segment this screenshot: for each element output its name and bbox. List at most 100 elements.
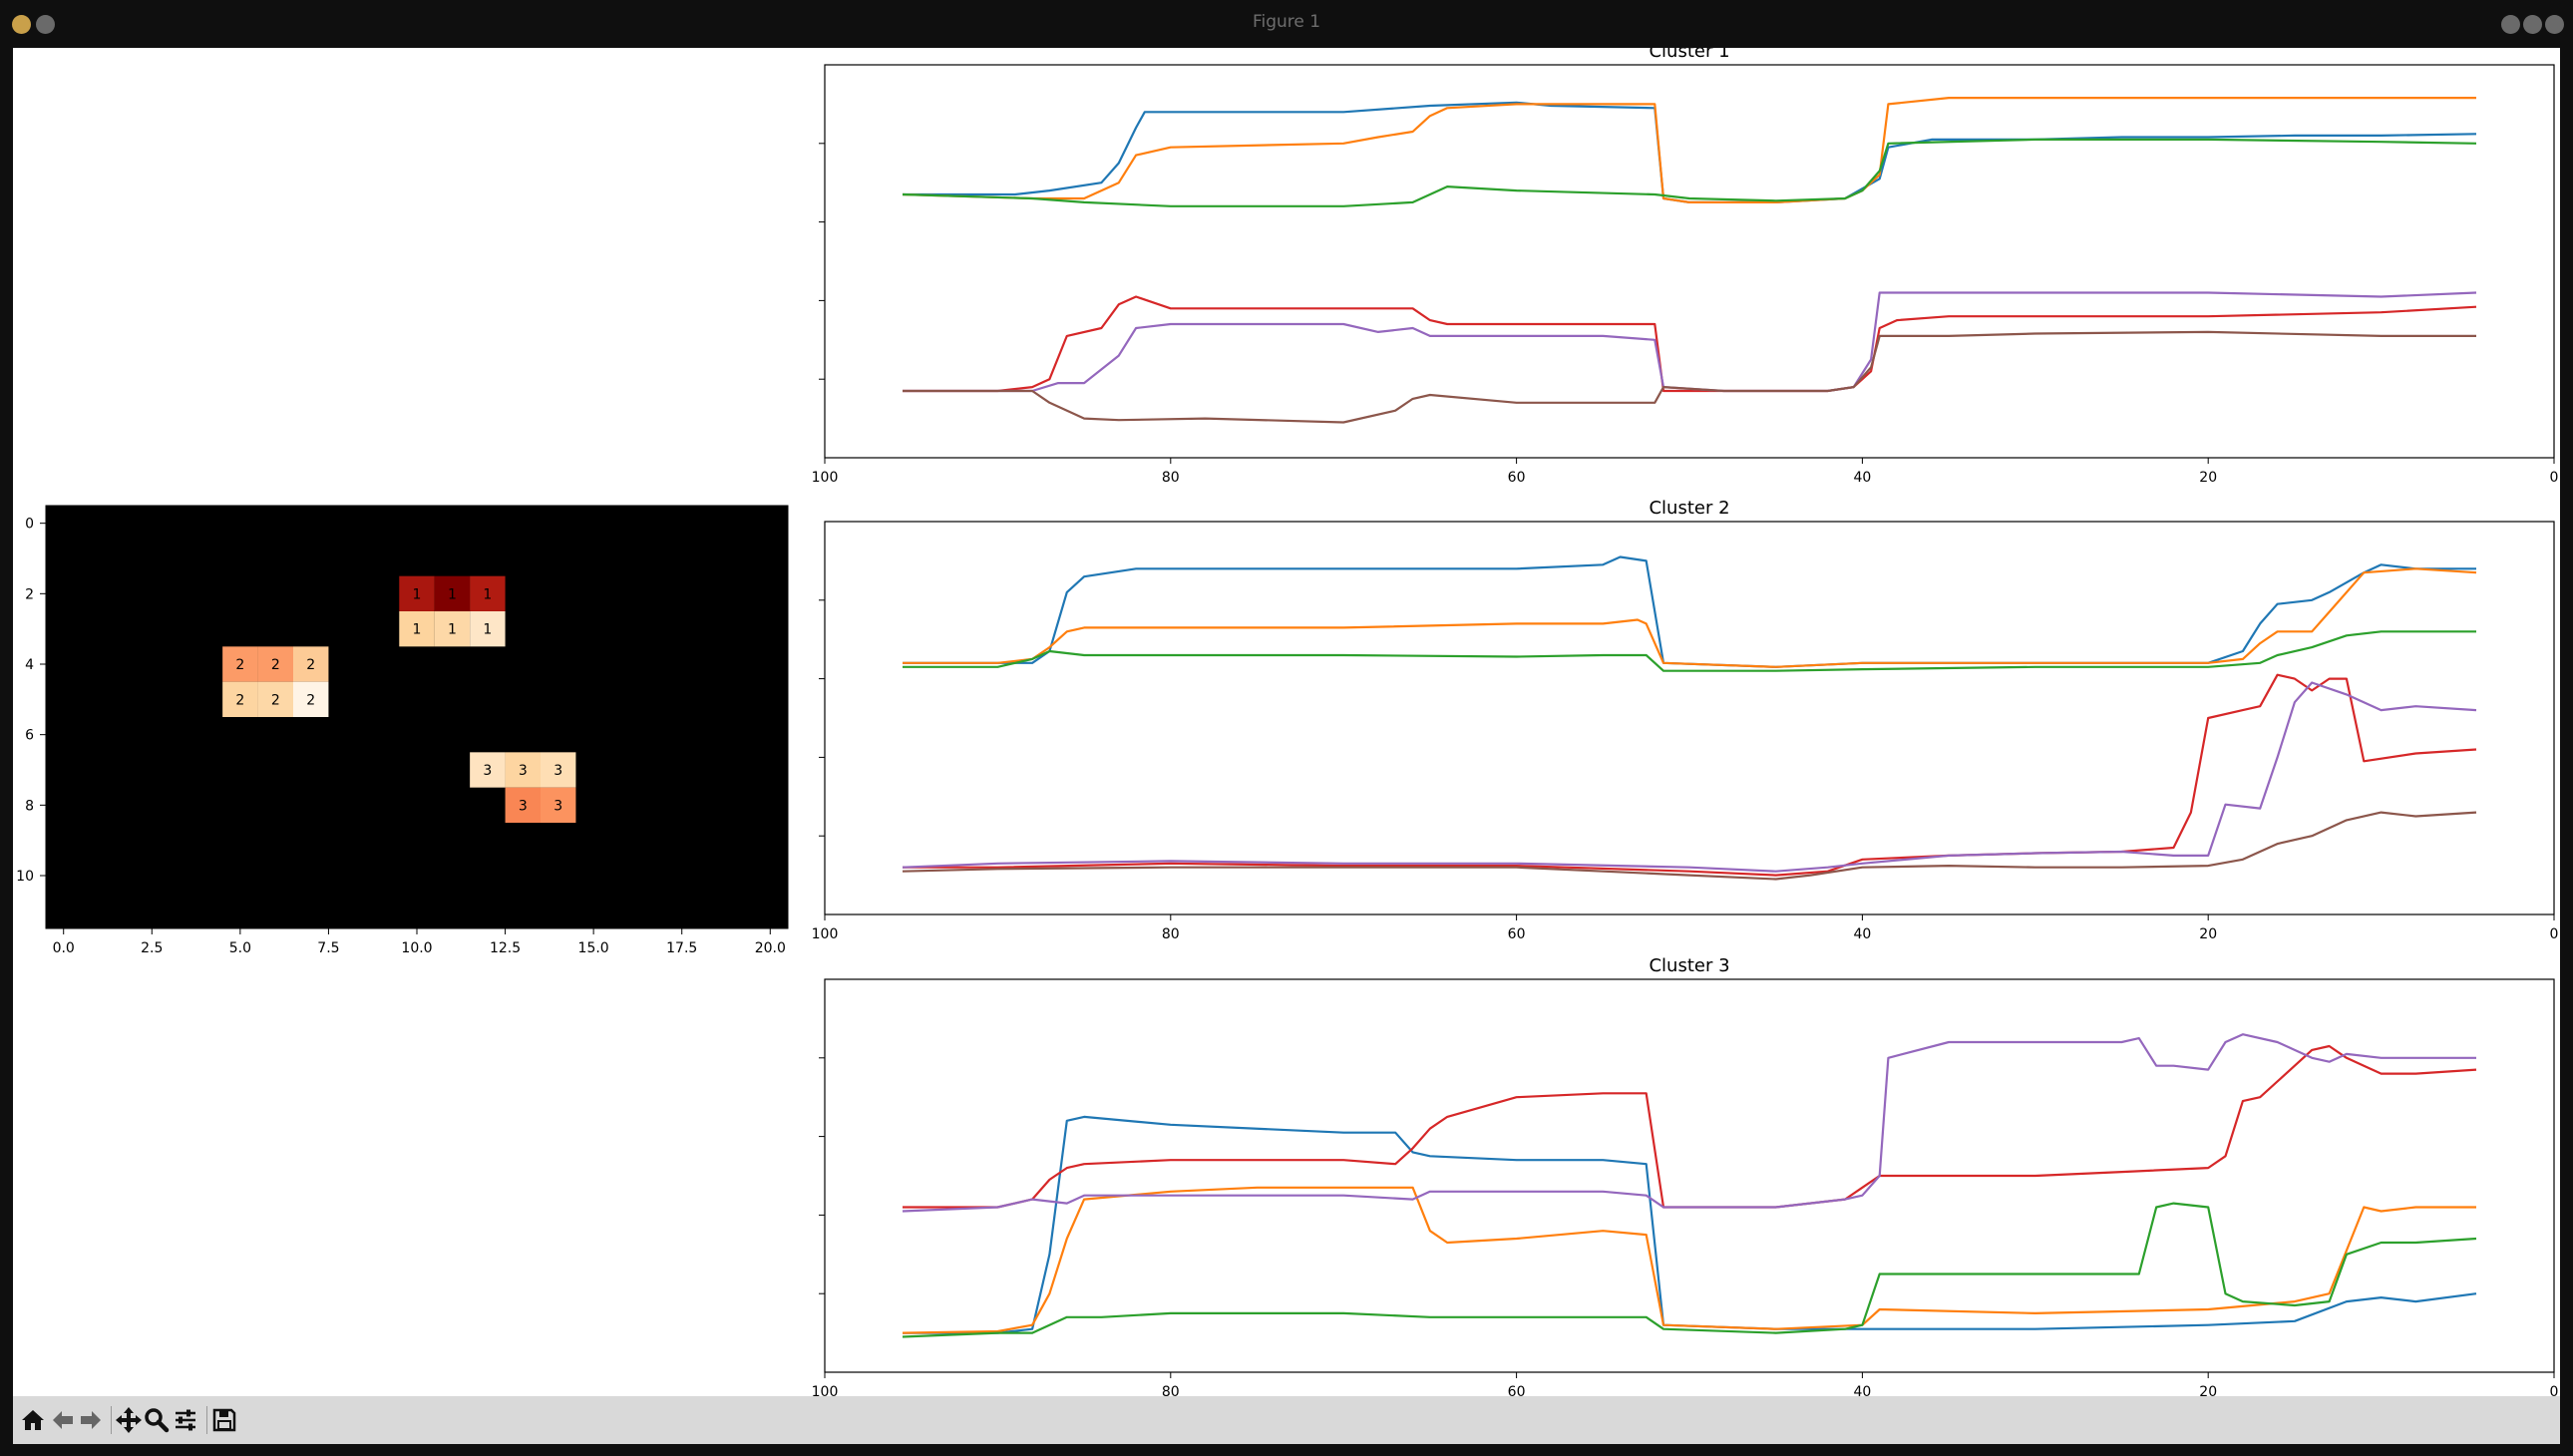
heatmap-xtick-label: 5.0 [229, 940, 251, 956]
arrow-right-icon [81, 1411, 101, 1429]
xtick-label: 40 [1853, 470, 1871, 486]
plot-background [825, 979, 2554, 1372]
forward-button[interactable] [75, 1404, 107, 1436]
series-line-5 [902, 681, 2477, 873]
heatmap-cell-label: 3 [519, 763, 528, 779]
heatmap-ytick-label: 8 [25, 798, 34, 814]
plot-frame [824, 521, 2555, 915]
xtick-label: 60 [1508, 1384, 1526, 1396]
heatmap-cell-label: 1 [483, 622, 492, 638]
series-line-3 [902, 1202, 2477, 1338]
heatmap-cell [434, 575, 471, 611]
cluster-1-axes: Cluster 1 100 80 60 40 20 0 [812, 48, 2559, 486]
heatmap-xtick-label: 2.5 [141, 940, 163, 956]
heatmap-cell-label: 1 [448, 622, 457, 638]
heatmap-cell [541, 752, 576, 788]
heatmap-ytick-label: 10 [16, 869, 34, 885]
heatmap-cell [541, 787, 576, 823]
xtick-label: 80 [1162, 926, 1180, 942]
xtick-label: 20 [2199, 470, 2217, 486]
cluster-2-axes: Cluster 2 100 80 60 40 20 0 [812, 498, 2559, 942]
window-border-left [0, 48, 13, 1456]
heatmap-cell-label: 2 [235, 657, 244, 673]
magnifier-icon [145, 1408, 170, 1433]
heatmap-xtick-label: 17.5 [666, 940, 697, 956]
heatmap-cell [470, 575, 506, 611]
floppy-disk-icon [212, 1408, 236, 1432]
xtick-label: 60 [1508, 470, 1526, 486]
xtick-label: 100 [812, 1384, 839, 1396]
heatmap-cell [505, 752, 541, 788]
window-menu-button[interactable] [36, 15, 55, 34]
heatmap-cell-label: 3 [483, 763, 492, 779]
arrow-left-icon [53, 1411, 73, 1429]
cluster-3-title: Cluster 3 [1649, 955, 1729, 976]
configure-subplots-button[interactable] [170, 1404, 201, 1436]
heatmap-ytick-label: 4 [25, 657, 34, 673]
plot-background [825, 65, 2554, 458]
heatmap-cell-label: 2 [271, 692, 280, 708]
maximize-button[interactable] [2523, 15, 2542, 34]
xtick-label: 40 [1853, 926, 1871, 942]
plot-frame [824, 64, 2555, 459]
xtick-label: 40 [1853, 1384, 1871, 1396]
cluster-1-title: Cluster 1 [1649, 48, 1729, 62]
xtick-label: 60 [1508, 926, 1526, 942]
pan-button[interactable] [113, 1404, 145, 1436]
close-button[interactable] [2545, 15, 2564, 34]
move-icon [116, 1407, 142, 1433]
heatmap-xtick-label: 20.0 [755, 940, 786, 956]
heatmap-cell-label: 3 [519, 798, 528, 814]
minimize-button[interactable] [2501, 15, 2520, 34]
heatmap-cell [505, 787, 541, 823]
heatmap-xtick-label: 7.5 [317, 940, 339, 956]
plot-frame [824, 978, 2555, 1373]
sliders-icon [176, 1409, 195, 1431]
heatmap-cell-label: 2 [306, 692, 315, 708]
zoom-button[interactable] [141, 1404, 173, 1436]
xtick-label: 0 [2550, 1384, 2559, 1396]
toolbar-separator [206, 1406, 207, 1434]
figure-canvas[interactable]: 1 1 1 1 1 1 2 2 2 2 2 2 3 3 3 3 3 0.0 2.5 5.0 7.5 10.0 12.5 15.… [13, 48, 2560, 1396]
heatmap-background [46, 506, 788, 928]
series-line-3 [902, 138, 2477, 207]
window-border-right [2560, 48, 2573, 1456]
plot-background [825, 522, 2554, 914]
back-button[interactable] [47, 1404, 79, 1436]
xtick-label: 0 [2550, 470, 2559, 486]
heatmap-ytick-label: 2 [25, 586, 34, 602]
home-icon [22, 1410, 44, 1430]
save-button[interactable] [208, 1404, 240, 1436]
xtick-label: 20 [2199, 926, 2217, 942]
xtick-label: 80 [1162, 470, 1180, 486]
xtick-label: 80 [1162, 1384, 1180, 1396]
series-line-3 [903, 630, 2476, 672]
window-titlebar[interactable]: Figure 1 [0, 0, 2573, 48]
heatmap-cell [399, 611, 435, 647]
series-line-2 [902, 96, 2476, 203]
xtick-label: 0 [2550, 926, 2559, 942]
cluster-3-axes: Cluster 3 100 80 60 40 20 0 [812, 955, 2559, 1396]
heatmap-cell-label: 1 [483, 586, 492, 602]
heatmap-cell [257, 646, 293, 682]
heatmap-axes: 1 1 1 1 1 1 2 2 2 2 2 2 3 3 3 3 3 0.0 2.5 5.0 7.5 10.0 12.5 15.… [16, 505, 789, 956]
heatmap-cell-label: 2 [271, 657, 280, 673]
heatmap-xtick-label: 15.0 [578, 940, 609, 956]
toolbar-separator [111, 1406, 112, 1434]
heatmap-cell-label: 2 [235, 692, 244, 708]
heatmap-xtick-label: 12.5 [490, 940, 521, 956]
home-button[interactable] [17, 1404, 49, 1436]
heatmap-cell-label: 1 [413, 622, 422, 638]
heatmap-cell [222, 646, 258, 682]
heatmap-xtick-label: 0.0 [53, 940, 75, 956]
heatmap-frame [45, 505, 789, 929]
app-logo-icon [12, 15, 31, 34]
series-line-5 [902, 1033, 2476, 1213]
cluster-2-title: Cluster 2 [1649, 498, 1729, 519]
heatmap-cell [470, 611, 506, 647]
series-line-6 [902, 811, 2477, 881]
series-line-4 [903, 295, 2477, 393]
series-line-5 [903, 291, 2477, 393]
series-line-2 [903, 567, 2477, 668]
heatmap-cell-label: 3 [553, 798, 562, 814]
